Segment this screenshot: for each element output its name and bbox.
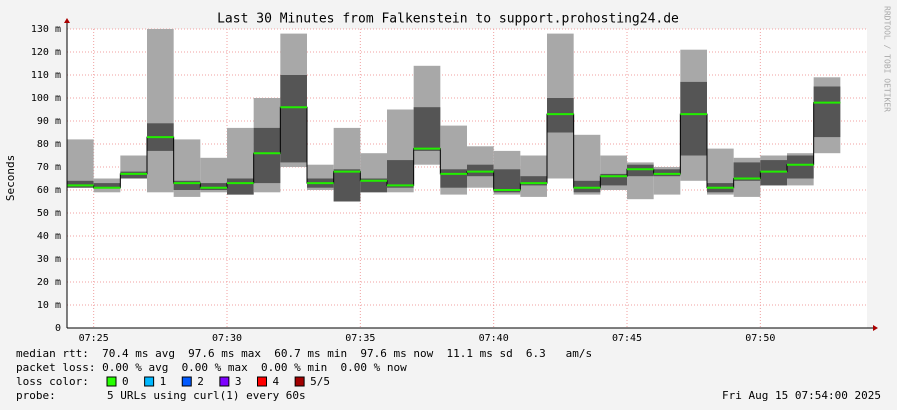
smoke-core bbox=[120, 171, 147, 179]
y-tick-label: 110 m bbox=[31, 70, 61, 81]
axis-arrow bbox=[873, 325, 878, 331]
smoke-core bbox=[333, 169, 361, 202]
smoke-core bbox=[680, 81, 707, 156]
y-tick-label: 90 m bbox=[37, 116, 61, 127]
y-axis-label: Seconds bbox=[4, 155, 17, 201]
x-tick-label: 07:45 bbox=[612, 333, 642, 344]
loss-swatch bbox=[294, 376, 305, 387]
loss-entry: 1 bbox=[160, 375, 167, 388]
smoke-core bbox=[493, 169, 521, 193]
y-tick-label: 130 m bbox=[31, 24, 61, 35]
loss-swatch bbox=[219, 376, 230, 387]
smoke-core bbox=[627, 164, 654, 177]
smoke-core bbox=[93, 183, 121, 188]
probe-label: probe: bbox=[16, 389, 56, 402]
loss-entry: 3 bbox=[235, 375, 242, 388]
axis-arrow bbox=[64, 18, 70, 23]
y-tick-label: 10 m bbox=[37, 300, 61, 311]
y-tick-label: 50 m bbox=[37, 208, 61, 219]
x-tick-label: 07:35 bbox=[345, 333, 375, 344]
y-tick-label: 60 m bbox=[37, 185, 61, 196]
smoke-core bbox=[547, 98, 574, 133]
loss-entry: 5/5 bbox=[310, 375, 330, 388]
loss-label: loss color: bbox=[16, 375, 89, 388]
x-tick-label: 07:25 bbox=[79, 333, 109, 344]
smoke-core bbox=[813, 86, 841, 138]
smoke-core bbox=[653, 169, 681, 177]
smoke-band bbox=[147, 29, 174, 193]
chart-title: Last 30 Minutes from Falkenstein to supp… bbox=[217, 12, 679, 27]
y-tick-label: 40 m bbox=[37, 231, 61, 242]
smoke-core bbox=[733, 162, 761, 181]
side-label: RRDTOOL / TOBI OETIKER bbox=[883, 6, 892, 112]
loss-swatch bbox=[257, 376, 267, 387]
loss-entry: 2 bbox=[197, 375, 204, 388]
smoke-core bbox=[200, 183, 227, 190]
smoke-core bbox=[253, 127, 281, 184]
x-tick-label: 07:40 bbox=[479, 333, 509, 344]
x-tick-label: 07:50 bbox=[745, 333, 775, 344]
y-tick-label: 80 m bbox=[37, 139, 61, 150]
loss-swatch bbox=[106, 376, 117, 387]
y-tick-label: 120 m bbox=[31, 47, 61, 58]
stats-line: median rtt: 70.4 ms avg 97.6 ms max 60.7… bbox=[16, 347, 592, 360]
smoke-core bbox=[573, 180, 601, 193]
y-tick-label: 30 m bbox=[37, 254, 61, 265]
smoke-core bbox=[173, 180, 201, 190]
x-tick-label: 07:30 bbox=[212, 333, 242, 344]
smoke-core bbox=[413, 107, 441, 151]
smoke-core bbox=[760, 160, 787, 186]
smoke-core bbox=[467, 164, 494, 177]
y-tick-label: 0 bbox=[55, 323, 61, 334]
probe-text: 5 URLs using curl(1) every 60s bbox=[107, 389, 306, 402]
smoke-band bbox=[67, 139, 94, 188]
smoke-core bbox=[787, 155, 814, 179]
smoke-core bbox=[387, 160, 414, 188]
y-tick-label: 100 m bbox=[31, 93, 61, 104]
smoke-core bbox=[67, 180, 94, 188]
loss-entry: 4 bbox=[273, 375, 280, 388]
y-tick-label: 20 m bbox=[37, 277, 61, 288]
smoke-core bbox=[280, 75, 307, 163]
loss-entry: 0 bbox=[122, 375, 129, 388]
stats-line: packet loss: 0.00 % avg 0.00 % max 0.00 … bbox=[16, 361, 407, 374]
y-tick-label: 70 m bbox=[37, 162, 61, 173]
smoke-core bbox=[520, 176, 547, 186]
smoke-core bbox=[440, 169, 467, 188]
loss-swatch bbox=[144, 376, 155, 387]
smoke-core bbox=[600, 173, 627, 186]
timestamp: Fri Aug 15 07:54:00 2025 bbox=[722, 389, 881, 402]
loss-swatch bbox=[181, 376, 192, 387]
smoke-core bbox=[227, 178, 254, 195]
smoke-core bbox=[360, 178, 387, 193]
